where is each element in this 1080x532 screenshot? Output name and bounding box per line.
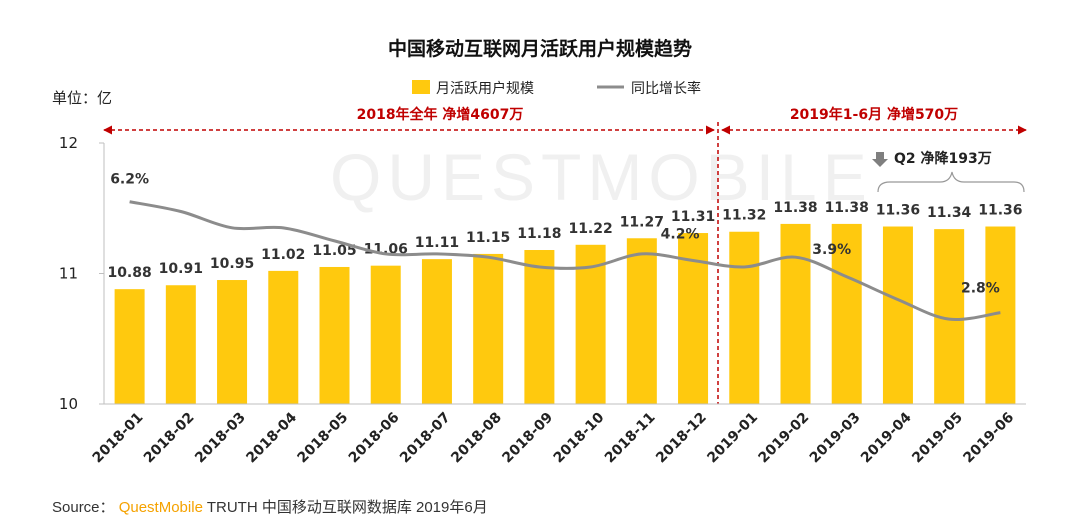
- x-tick-label: 2019-05: [909, 410, 966, 467]
- y-tick-label: 10: [59, 395, 78, 413]
- x-tick-label: 2019-02: [756, 410, 813, 467]
- rate-point-label: 2.8%: [961, 281, 1000, 297]
- bar-value-label: 11.34: [927, 205, 972, 221]
- bar: [114, 289, 145, 404]
- bar-value-label: 10.95: [210, 256, 254, 272]
- bar: [217, 280, 248, 404]
- watermark: QUESTMOBILE: [330, 140, 873, 214]
- bar-value-label: 11.18: [517, 226, 561, 242]
- q2-annotation: Q2 净降193万: [872, 150, 1025, 193]
- period-annotation-2019: 2019年1-6月 净增570万: [721, 106, 1027, 135]
- bar: [780, 223, 811, 404]
- rate-line-path: [129, 200, 1001, 322]
- x-tick-label: 2018-07: [397, 410, 454, 467]
- bar-value-label: 11.11: [415, 235, 459, 251]
- bar-value-label: 11.36: [876, 203, 920, 219]
- source-note: Source： QuestMobile TRUTH 中国移动互联网数据库 201…: [52, 496, 488, 517]
- bar-value-label: 11.38: [773, 200, 817, 216]
- bar-value-label: 11.38: [825, 200, 869, 216]
- bar: [575, 244, 606, 404]
- rate-series: [129, 200, 1001, 322]
- bar-value-label: 11.15: [466, 230, 510, 246]
- legend-label-bar: 月活跃用户规模: [436, 80, 534, 97]
- unit-label: 单位：亿: [52, 89, 112, 107]
- bar-value-label: 11.22: [568, 221, 612, 237]
- bar: [370, 265, 401, 404]
- bar: [421, 259, 452, 404]
- bar-value-label: 11.27: [620, 214, 664, 230]
- down-arrow-icon: [872, 152, 888, 167]
- bar-value-label: 11.02: [261, 247, 305, 263]
- bar-value-label: 11.32: [722, 208, 766, 224]
- bar-value-label: 11.05: [312, 243, 356, 259]
- bar: [319, 266, 350, 404]
- x-tick-label: 2019-03: [807, 410, 864, 467]
- x-tick-label: 2018-12: [653, 410, 710, 467]
- bar: [729, 231, 760, 404]
- x-tick-label: 2019-04: [858, 409, 915, 466]
- bar-value-label: 10.88: [107, 265, 151, 281]
- x-tick-label: 2019-01: [704, 410, 761, 467]
- source-rest: TRUTH 中国移动互联网数据库 2019年6月: [206, 499, 488, 516]
- y-tick-label: 12: [59, 134, 78, 152]
- bar-value-label: 10.91: [159, 261, 203, 277]
- legend-swatch-bar: [412, 80, 430, 94]
- bar: [524, 250, 555, 404]
- rate-point-label: 4.2%: [661, 226, 700, 242]
- q2-brace: [877, 171, 1025, 193]
- bar-value-label: 11.36: [978, 203, 1022, 219]
- bar: [626, 238, 657, 404]
- source-prefix: Source：: [52, 499, 115, 516]
- bar: [268, 270, 299, 404]
- y-tick-label: 11: [59, 265, 78, 283]
- bar-series: [114, 223, 1016, 404]
- legend: 月活跃用户规模 同比增长率: [412, 80, 701, 97]
- period-2018-label: 2018年全年 净增4607万: [357, 106, 524, 123]
- x-tick-label: 2018-10: [551, 409, 608, 466]
- x-tick-label: 2018-11: [602, 410, 659, 467]
- x-tick-label: 2018-06: [346, 410, 403, 467]
- x-tick-label: 2018-08: [448, 410, 505, 467]
- y-axis: 10 11 12: [59, 134, 105, 413]
- bar: [473, 253, 504, 404]
- legend-label-line: 同比增长率: [631, 80, 701, 97]
- x-tick-label: 2018-02: [141, 410, 198, 467]
- rate-point-label: 3.9%: [812, 242, 851, 258]
- x-tick-label: 2018-03: [192, 410, 249, 467]
- x-tick-label: 2018-01: [90, 410, 147, 467]
- period-annotation-2018: 2018年全年 净增4607万: [103, 102, 715, 135]
- period-2019-label: 2019年1-6月 净增570万: [790, 106, 958, 123]
- source-brand: QuestMobile: [118, 499, 203, 516]
- chart-title: 中国移动互联网月活跃用户规模趋势: [388, 37, 692, 60]
- rate-point-labels: 6.2% 4.2% 3.9% 2.8%: [110, 172, 1000, 297]
- bar-value-label: 11.31: [671, 209, 715, 225]
- x-tick-label: 2018-09: [499, 410, 556, 467]
- bar: [882, 226, 913, 404]
- bar: [165, 285, 196, 404]
- rate-point-label: 6.2%: [110, 172, 149, 188]
- x-tick-label: 2018-04: [243, 409, 300, 466]
- x-tick-label: 2019-06: [960, 410, 1017, 467]
- x-tick-label: 2018-05: [295, 410, 352, 467]
- q2-label: Q2 净降193万: [894, 150, 992, 167]
- bar: [831, 223, 862, 404]
- x-axis: 2018-012018-022018-032018-042018-052018-…: [90, 403, 1026, 467]
